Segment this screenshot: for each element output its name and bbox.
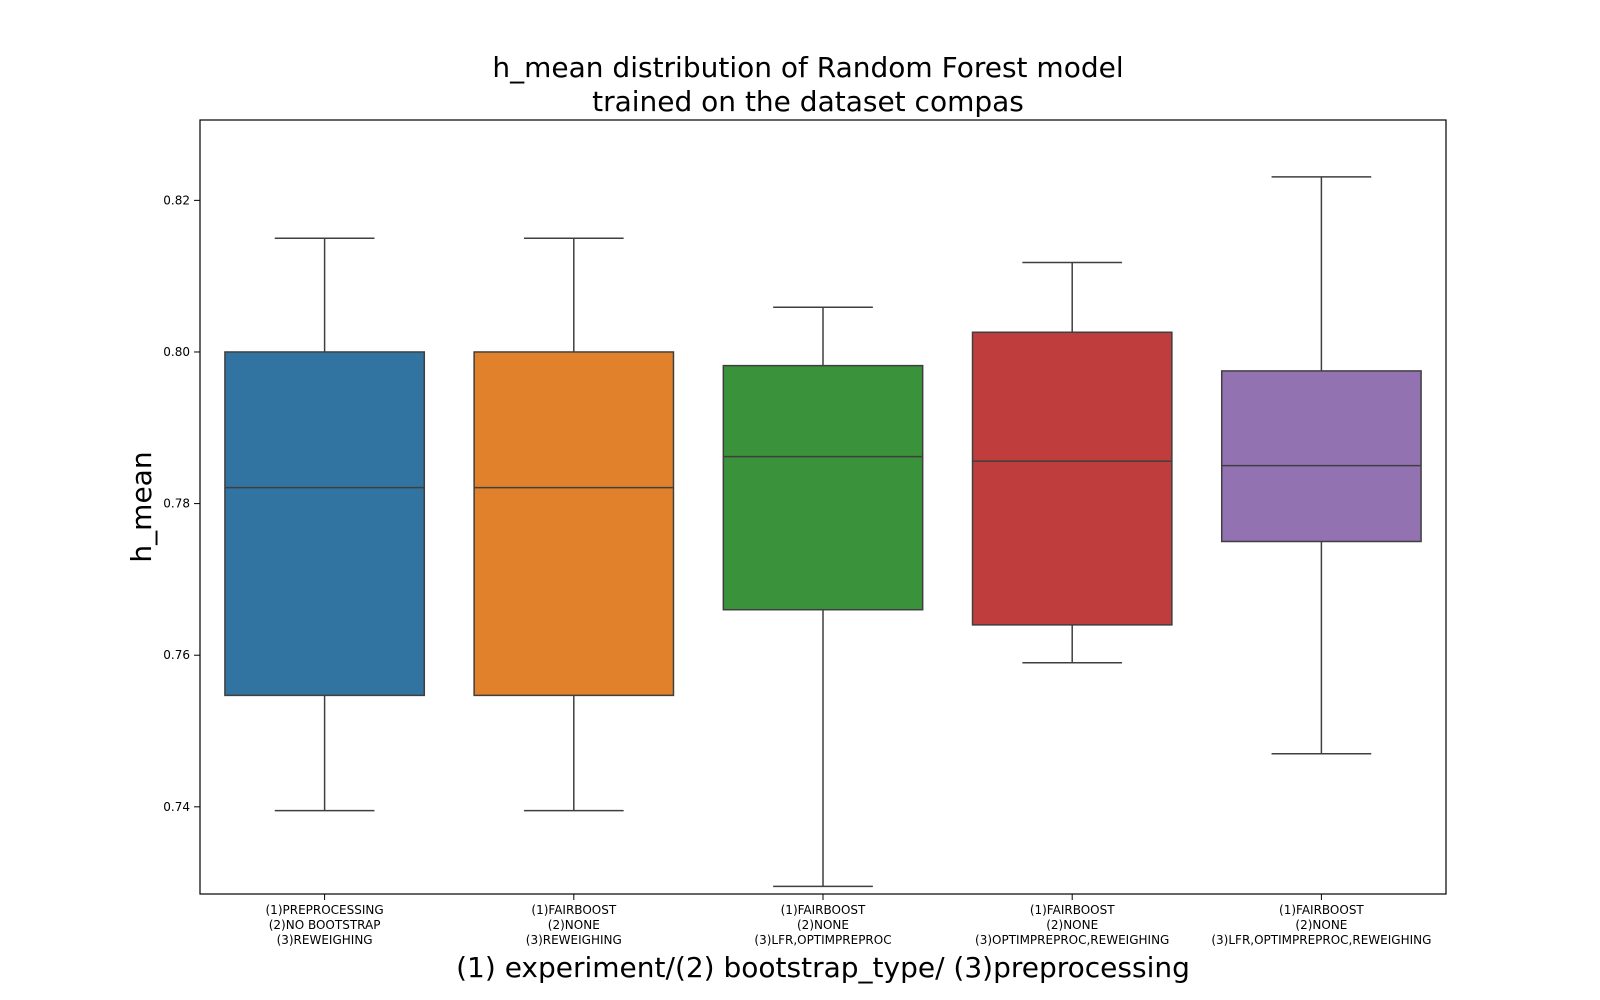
box-3 <box>722 306 924 888</box>
x-tick-label-line: (1)FAIRBOOST <box>531 903 616 917</box>
x-tick-label-line: (1)FAIRBOOST <box>1030 903 1115 917</box>
x-tick-label-line: (3)OPTIMPREPROC,REWEIGHING <box>975 933 1169 947</box>
x-tick-label-line: (3)LFR,OPTIMPREPROC <box>754 933 891 947</box>
x-tick-label-line: (2)NONE <box>1295 918 1347 932</box>
x-tick-label: (1)FAIRBOOST (2)NONE (3)LFR,OPTIMPREPROC <box>754 903 891 947</box>
box-iqr <box>971 331 1173 626</box>
box-2 <box>473 237 675 812</box>
box-4 <box>971 261 1173 664</box>
box-1 <box>224 237 426 812</box>
x-tick-label: (1)FAIRBOOST (2)NONE (3)OPTIMPREPROC,REWEI… <box>975 903 1169 947</box>
x-tick-label-line: (2)NONE <box>548 918 600 932</box>
box-5 <box>1220 176 1422 755</box>
x-tick-label: (1)PREPROCESSING (2)NO BOOTSTRAP (3)REWEIG… <box>266 903 384 947</box>
y-tick-label: 0.78 <box>163 497 190 511</box>
y-axis-label: h_mean <box>125 451 158 562</box>
y-tick-label: 0.82 <box>163 193 190 207</box>
x-tick-label: (1)FAIRBOOST (2)NONE (3)REWEIGHING <box>526 903 622 947</box>
box-iqr <box>722 364 924 611</box>
box-iqr <box>224 351 426 697</box>
chart-title-line-1: h_mean distribution of Random Forest mod… <box>492 51 1123 84</box>
x-tick-label-line: (3)REWEIGHING <box>526 933 622 947</box>
x-tick-label-line: (2)NONE <box>1046 918 1098 932</box>
x-tick-label-line: (1)FAIRBOOST <box>781 903 866 917</box>
x-axis: (1)PREPROCESSING (2)NO BOOTSTRAP (3)REWEIG… <box>266 894 1431 947</box>
y-axis: 0.74 0.76 0.78 0.80 0.82 <box>163 193 200 814</box>
chart-title-line-2: trained on the dataset compas <box>592 85 1024 118</box>
boxes-layer <box>224 176 1422 888</box>
x-tick-label-line: (3)LFR,OPTIMPREPROC,REWEIGHING <box>1211 933 1431 947</box>
x-tick-label: (1)FAIRBOOST (2)NONE (3)LFR,OPTIMPREPROC,R… <box>1211 903 1431 947</box>
x-tick-label-line: (1)PREPROCESSING <box>266 903 384 917</box>
x-tick-label-line: (3)REWEIGHING <box>277 933 373 947</box>
box-iqr <box>1220 370 1422 543</box>
x-tick-label-line: (1)FAIRBOOST <box>1279 903 1364 917</box>
box-iqr <box>473 351 675 697</box>
y-tick-label: 0.74 <box>163 800 190 814</box>
y-tick-label: 0.80 <box>163 345 190 359</box>
x-tick-label-line: (2)NO BOOTSTRAP <box>269 918 381 932</box>
x-tick-label-line: (2)NONE <box>797 918 849 932</box>
y-tick-label: 0.76 <box>163 648 190 662</box>
x-axis-label: (1) experiment/(2) bootstrap_type/ (3)pr… <box>456 951 1190 984</box>
